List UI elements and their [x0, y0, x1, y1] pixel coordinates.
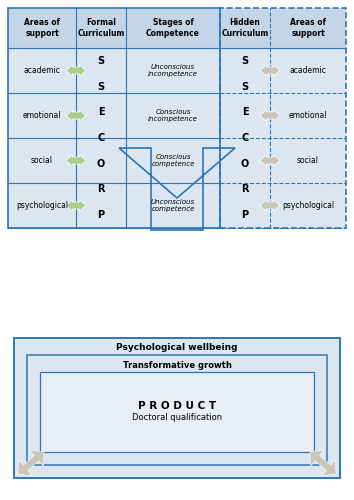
Polygon shape [8, 8, 220, 228]
Text: P: P [97, 210, 104, 220]
Text: academic: academic [24, 66, 61, 75]
Text: social: social [297, 156, 319, 165]
Text: Psychological wellbeing: Psychological wellbeing [116, 344, 238, 352]
Text: O: O [97, 158, 105, 168]
Text: P: P [241, 210, 249, 220]
Text: E: E [242, 108, 248, 118]
Text: P R O D U C T: P R O D U C T [138, 401, 216, 411]
Polygon shape [8, 8, 346, 48]
Text: Conscious
incompetence: Conscious incompetence [148, 108, 198, 122]
Text: S: S [241, 56, 249, 66]
Text: Conscious
competence: Conscious competence [151, 154, 195, 168]
Text: emotional: emotional [23, 111, 61, 120]
Text: psychological: psychological [282, 201, 334, 210]
Text: Areas of
support: Areas of support [290, 18, 326, 38]
Text: psychological: psychological [16, 201, 68, 210]
Polygon shape [260, 110, 280, 121]
Text: Formal
Curriculum: Formal Curriculum [77, 18, 125, 38]
Polygon shape [18, 450, 44, 476]
Text: S: S [241, 82, 249, 92]
Polygon shape [260, 200, 280, 211]
Text: Unconscious
competence: Unconscious competence [151, 198, 195, 212]
Text: O: O [241, 158, 249, 168]
Text: Unconscious
incompetence: Unconscious incompetence [148, 64, 198, 78]
Text: emotional: emotional [289, 111, 327, 120]
FancyBboxPatch shape [27, 355, 327, 465]
Polygon shape [310, 450, 336, 476]
Text: Transformative growth: Transformative growth [122, 360, 232, 370]
Text: R: R [241, 184, 249, 194]
Polygon shape [119, 148, 235, 230]
Text: C: C [97, 133, 105, 143]
Polygon shape [260, 65, 280, 76]
Polygon shape [260, 155, 280, 166]
Text: E: E [98, 108, 104, 118]
Text: R: R [97, 184, 105, 194]
Text: academic: academic [290, 66, 326, 75]
Polygon shape [66, 110, 86, 121]
FancyBboxPatch shape [14, 338, 340, 478]
Text: S: S [97, 82, 104, 92]
Text: social: social [31, 156, 53, 165]
Text: Hidden
Curriculum: Hidden Curriculum [221, 18, 269, 38]
Text: S: S [97, 56, 104, 66]
FancyBboxPatch shape [40, 372, 314, 452]
Polygon shape [220, 8, 346, 228]
Polygon shape [66, 155, 86, 166]
Text: Areas of
support: Areas of support [24, 18, 60, 38]
Text: Stages of
Competence: Stages of Competence [146, 18, 200, 38]
Text: C: C [241, 133, 249, 143]
Text: Doctoral qualification: Doctoral qualification [132, 414, 222, 422]
Polygon shape [66, 65, 86, 76]
Polygon shape [66, 200, 86, 211]
